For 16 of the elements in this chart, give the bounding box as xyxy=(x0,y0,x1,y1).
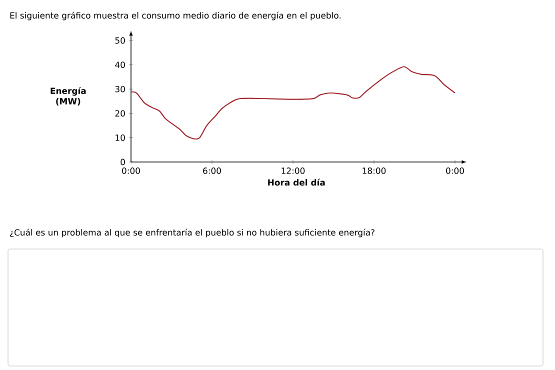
y-tick-label: 10 xyxy=(116,134,125,141)
x-tick-label: 6:00 xyxy=(203,168,221,174)
x-tick-label: 18:00 xyxy=(362,168,386,174)
y-axis-title: Energía (MW) xyxy=(50,87,86,106)
line-series xyxy=(130,66,456,140)
y-tick-label: 0 xyxy=(120,158,125,166)
y-tick-label: 50 xyxy=(115,37,125,44)
y-tick-label: 30 xyxy=(115,86,125,92)
text: ¿Cuál es un problema al que se enfrentaría el pueblo si no hubiera suficiente energía? xyxy=(10,228,374,238)
x-tick-label: 0:00 xyxy=(122,168,140,174)
x-axis-title: Hora del día xyxy=(268,178,325,186)
x-tick-label: 12:00 xyxy=(282,168,305,174)
y-tick-label: 20 xyxy=(115,110,125,117)
chart-title: El siguiente gráfico muestra el consumo medio diario de energía en el pueblo. xyxy=(10,12,341,20)
y-tick-label: 40 xyxy=(115,62,125,68)
x-tick-label: 0:00 xyxy=(446,168,464,174)
